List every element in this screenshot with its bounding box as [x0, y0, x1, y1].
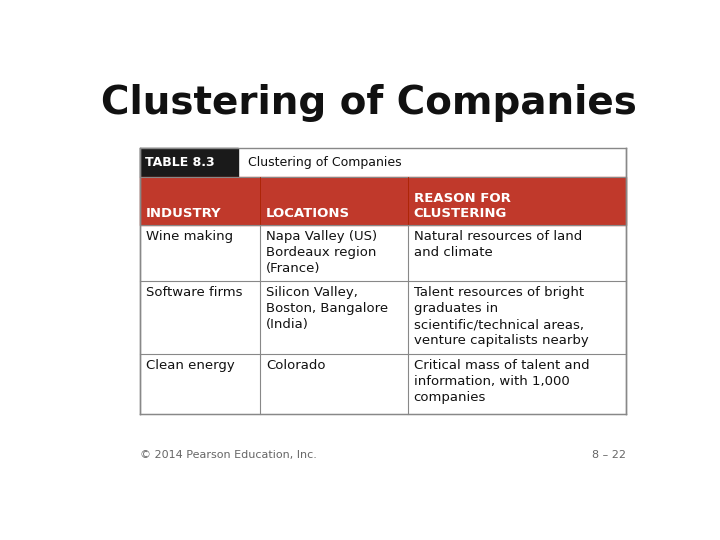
Text: Talent resources of bright
graduates in
scientific/technical areas,
venture capi: Talent resources of bright graduates in …	[414, 286, 588, 347]
Text: TABLE 8.3: TABLE 8.3	[145, 156, 215, 169]
Text: Natural resources of land
and climate: Natural resources of land and climate	[414, 230, 582, 259]
Text: 8 – 22: 8 – 22	[592, 450, 626, 460]
Text: Colorado: Colorado	[266, 359, 325, 372]
Text: Clustering of Companies: Clustering of Companies	[248, 156, 402, 169]
Text: Critical mass of talent and
information, with 1,000
companies: Critical mass of talent and information,…	[414, 359, 589, 404]
Bar	[140, 148, 238, 177]
Text: Napa Valley (US)
Bordeaux region
(France): Napa Valley (US) Bordeaux region (France…	[266, 230, 377, 275]
Text: © 2014 Pearson Education, Inc.: © 2014 Pearson Education, Inc.	[140, 450, 317, 460]
Text: Wine making: Wine making	[145, 230, 233, 243]
Text: Silicon Valley,
Boston, Bangalore
(India): Silicon Valley, Boston, Bangalore (India…	[266, 286, 388, 331]
Text: Software firms: Software firms	[145, 286, 243, 299]
Text: Clean energy: Clean energy	[145, 359, 235, 372]
Text: LOCATIONS: LOCATIONS	[266, 207, 350, 220]
Text: INDUSTRY: INDUSTRY	[145, 207, 222, 220]
Text: REASON FOR
CLUSTERING: REASON FOR CLUSTERING	[414, 192, 510, 220]
Text: Clustering of Companies: Clustering of Companies	[101, 84, 637, 122]
